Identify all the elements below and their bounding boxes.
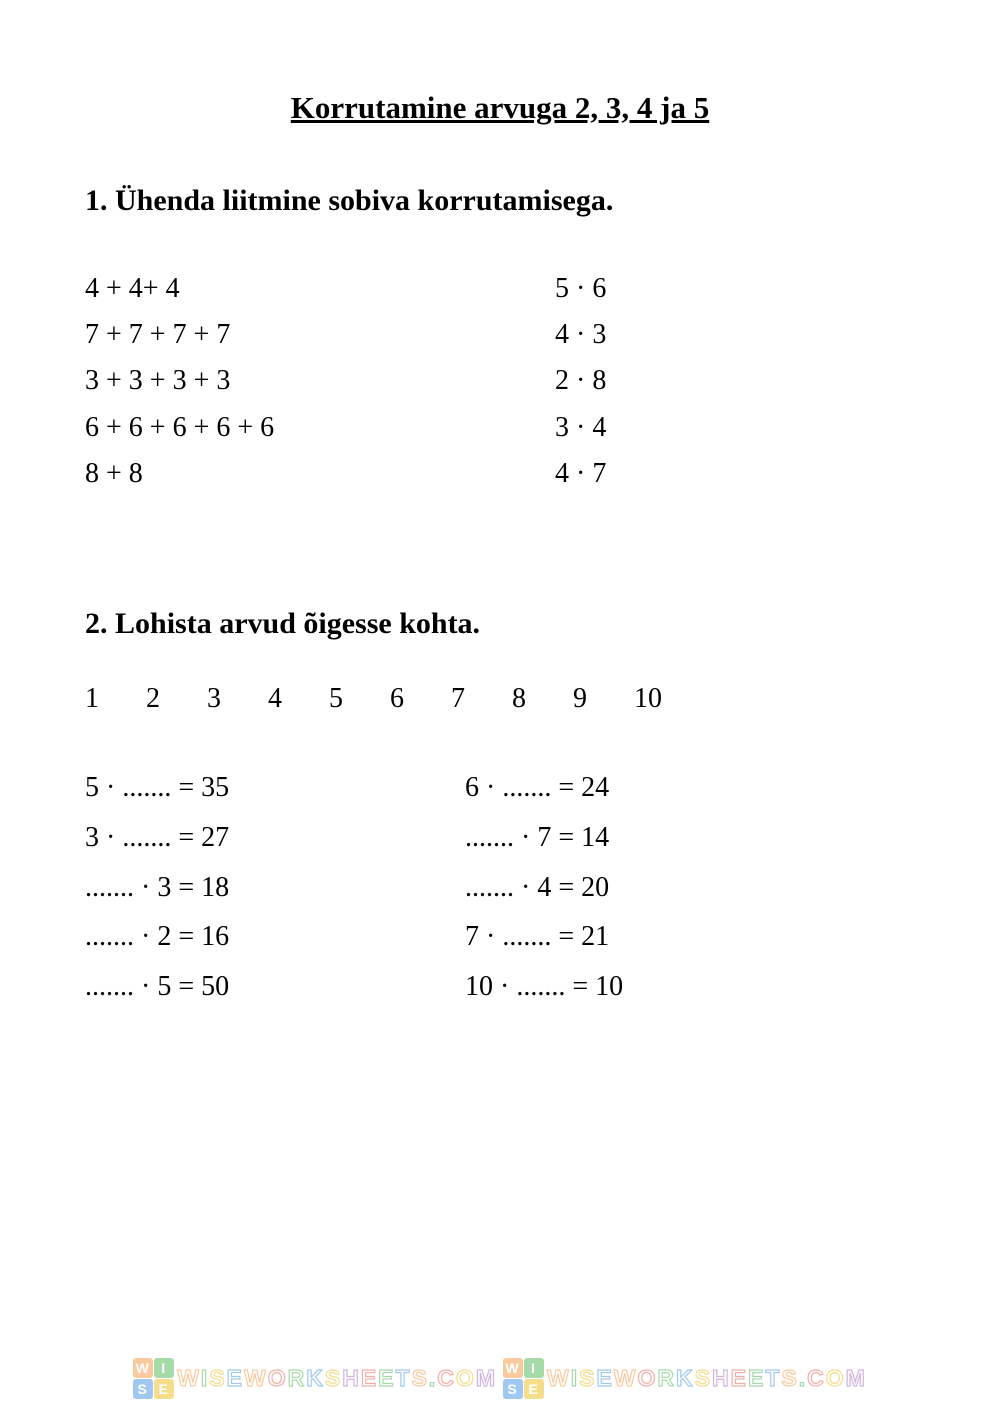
number-chip[interactable]: 5 bbox=[329, 683, 343, 715]
number-chip[interactable]: 6 bbox=[390, 683, 404, 715]
watermark-block: W I S E WISEWORKSHEETS.COM bbox=[503, 1358, 867, 1399]
watermark: W I S E WISEWORKSHEETS.COM W I S E WISEW… bbox=[0, 1358, 1000, 1399]
number-chip[interactable]: 8 bbox=[512, 683, 526, 715]
section2-body: 5 · ....... = 35 6 · ....... = 24 3 · ..… bbox=[85, 763, 915, 1012]
addition-expr[interactable]: 3 + 3 + 3 + 3 bbox=[85, 358, 555, 404]
match-row: 8 + 8 4 · 7 bbox=[85, 451, 915, 497]
mult-expr[interactable]: 4 · 7 bbox=[555, 451, 606, 497]
number-chip[interactable]: 3 bbox=[207, 683, 221, 715]
equation-blank[interactable]: ....... · 3 = 18 bbox=[85, 863, 465, 913]
number-chip[interactable]: 10 bbox=[634, 683, 662, 715]
section1-body: 4 + 4+ 4 5 · 6 7 + 7 + 7 + 7 4 · 3 3 + 3… bbox=[85, 266, 915, 497]
section2-heading: 2. Lohista arvud õigesse kohta. bbox=[85, 607, 915, 641]
addition-expr[interactable]: 6 + 6 + 6 + 6 + 6 bbox=[85, 405, 555, 451]
logo-icon: W I S E bbox=[503, 1358, 544, 1399]
watermark-text: WISEWORKSHEETS.COM bbox=[547, 1365, 867, 1392]
addition-expr[interactable]: 7 + 7 + 7 + 7 bbox=[85, 312, 555, 358]
equation-row: 3 · ....... = 27 ....... · 7 = 14 bbox=[85, 813, 915, 863]
addition-expr[interactable]: 8 + 8 bbox=[85, 451, 555, 497]
mult-expr[interactable]: 2 · 8 bbox=[555, 358, 606, 404]
worksheet-page: Korrutamine arvuga 2, 3, 4 ja 5 1. Ühend… bbox=[0, 0, 1000, 1012]
equation-row: ....... · 5 = 50 10 · ....... = 10 bbox=[85, 962, 915, 1012]
match-row: 7 + 7 + 7 + 7 4 · 3 bbox=[85, 312, 915, 358]
mult-expr[interactable]: 4 · 3 bbox=[555, 312, 606, 358]
mult-expr[interactable]: 3 · 4 bbox=[555, 405, 606, 451]
draggable-numbers: 1 2 3 4 5 6 7 8 9 10 bbox=[85, 683, 915, 715]
equation-blank[interactable]: 6 · ....... = 24 bbox=[465, 763, 609, 813]
equation-blank[interactable]: ....... · 4 = 20 bbox=[465, 863, 609, 913]
match-row: 4 + 4+ 4 5 · 6 bbox=[85, 266, 915, 312]
number-chip[interactable]: 1 bbox=[85, 683, 99, 715]
equation-blank[interactable]: 5 · ....... = 35 bbox=[85, 763, 465, 813]
watermark-text: WISEWORKSHEETS.COM bbox=[177, 1365, 497, 1392]
watermark-block: W I S E WISEWORKSHEETS.COM bbox=[133, 1358, 497, 1399]
mult-expr[interactable]: 5 · 6 bbox=[555, 266, 606, 312]
equation-blank[interactable]: ....... · 2 = 16 bbox=[85, 912, 465, 962]
number-chip[interactable]: 9 bbox=[573, 683, 587, 715]
equation-blank[interactable]: 3 · ....... = 27 bbox=[85, 813, 465, 863]
section1-heading: 1. Ühenda liitmine sobiva korrutamisega. bbox=[85, 184, 915, 218]
equation-row: ....... · 3 = 18 ....... · 4 = 20 bbox=[85, 863, 915, 913]
number-chip[interactable]: 2 bbox=[146, 683, 160, 715]
equation-blank[interactable]: ....... · 5 = 50 bbox=[85, 962, 465, 1012]
equation-blank[interactable]: ....... · 7 = 14 bbox=[465, 813, 609, 863]
match-row: 3 + 3 + 3 + 3 2 · 8 bbox=[85, 358, 915, 404]
number-chip[interactable]: 4 bbox=[268, 683, 282, 715]
number-chip[interactable]: 7 bbox=[451, 683, 465, 715]
equation-blank[interactable]: 7 · ....... = 21 bbox=[465, 912, 609, 962]
equation-row: 5 · ....... = 35 6 · ....... = 24 bbox=[85, 763, 915, 813]
equation-row: ....... · 2 = 16 7 · ....... = 21 bbox=[85, 912, 915, 962]
addition-expr[interactable]: 4 + 4+ 4 bbox=[85, 266, 555, 312]
equation-blank[interactable]: 10 · ....... = 10 bbox=[465, 962, 623, 1012]
logo-icon: W I S E bbox=[133, 1358, 174, 1399]
page-title: Korrutamine arvuga 2, 3, 4 ja 5 bbox=[85, 90, 915, 126]
match-row: 6 + 6 + 6 + 6 + 6 3 · 4 bbox=[85, 405, 915, 451]
